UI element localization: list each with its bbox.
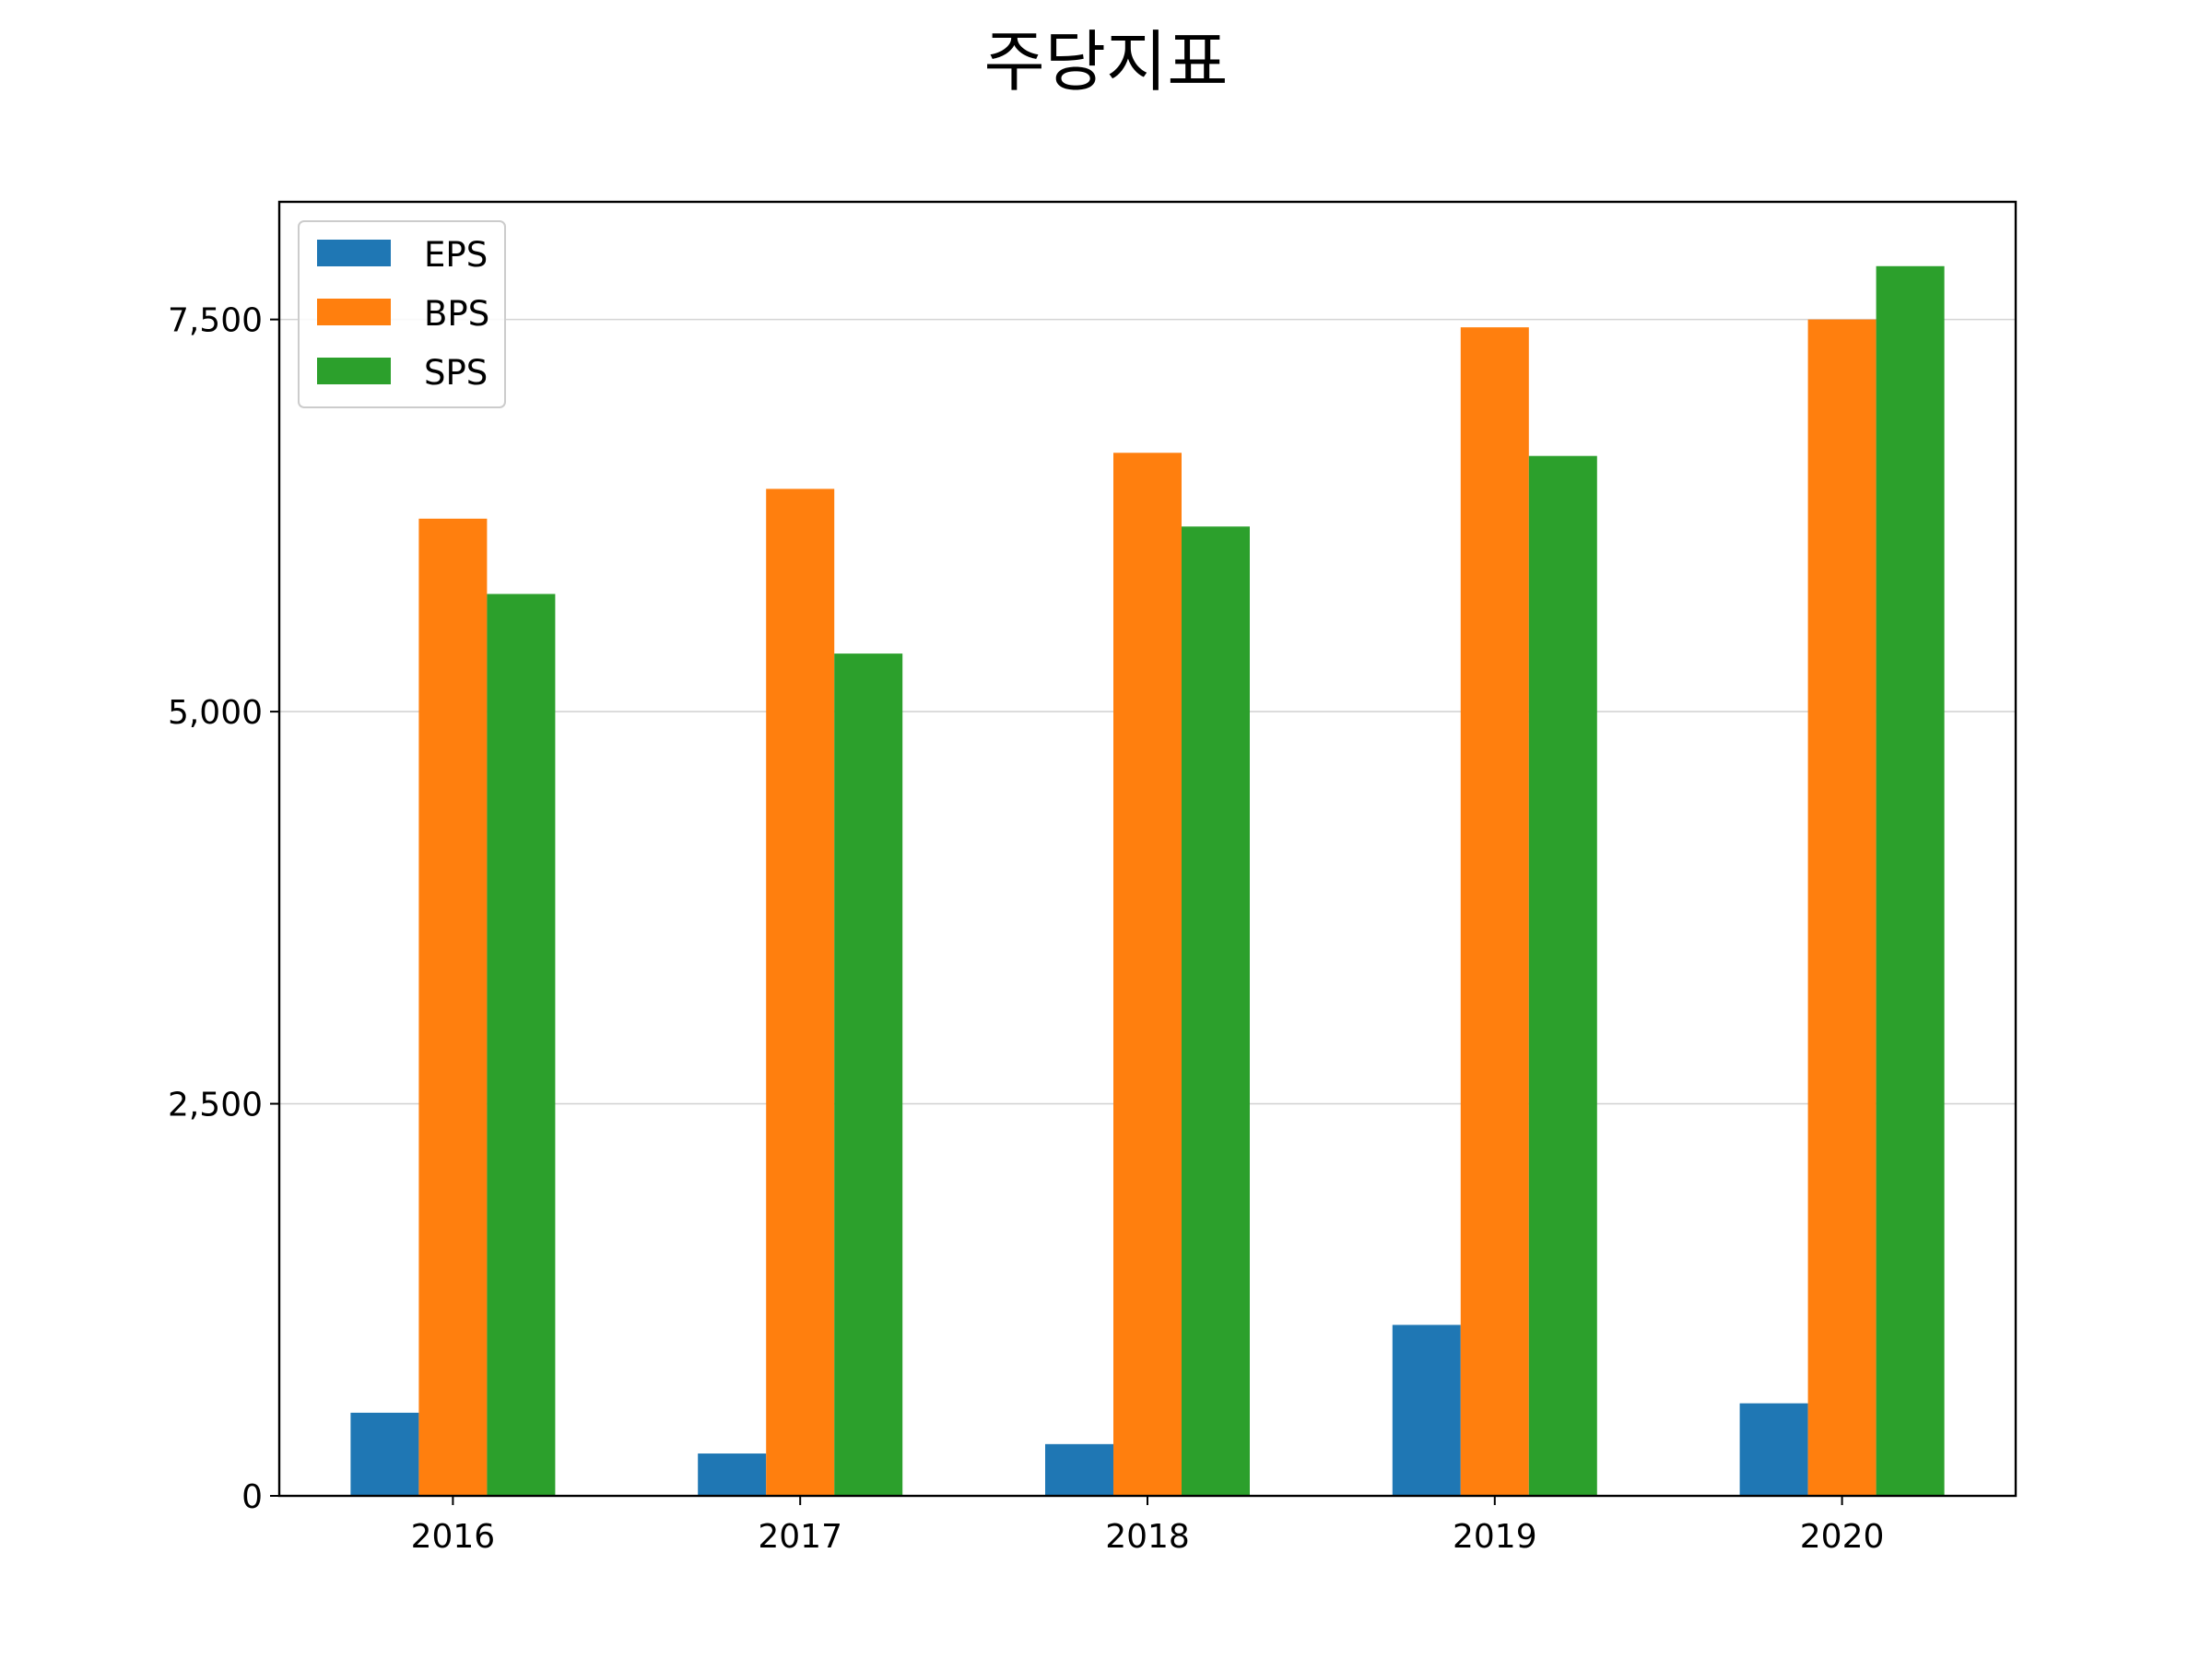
legend-label-bps: BPS (424, 294, 489, 334)
legend: EPS BPS SPS (298, 220, 506, 408)
bar-sps-2018 (1182, 526, 1250, 1496)
y-tick-label-3: 7,500 (168, 302, 263, 340)
x-tick-label-2019: 2019 (1453, 1518, 1537, 1556)
x-tick-label-2017: 2017 (758, 1518, 842, 1556)
chart-title: 주당지표 (984, 23, 1229, 100)
bar-eps-2017 (698, 1453, 767, 1496)
axes: 0 2,500 5,000 7,500 2016 2017 2018 2019 2020 (168, 200, 2018, 1556)
bar-eps-2016 (350, 1412, 419, 1496)
bar-bps-2019 (1460, 327, 1529, 1496)
bar-bps-2018 (1113, 453, 1182, 1497)
y-tick-label-0: 0 (241, 1478, 263, 1516)
bar-eps-2018 (1045, 1443, 1113, 1496)
x-tick-label-2018: 2018 (1105, 1518, 1190, 1556)
bar-bps-2016 (418, 518, 488, 1496)
bars (350, 265, 1945, 1497)
y-tick-label-2: 5,000 (168, 694, 263, 732)
bar-bps-2017 (766, 488, 835, 1496)
legend-label-eps: EPS (424, 235, 488, 275)
bar-sps-2017 (834, 653, 903, 1496)
bar-eps-2020 (1739, 1403, 1808, 1496)
bar-eps-2019 (1392, 1324, 1461, 1496)
bar-sps-2019 (1528, 455, 1597, 1496)
legend-swatch-eps (317, 240, 391, 266)
legend-swatch-bps (317, 299, 391, 325)
x-tick-label-2016: 2016 (411, 1518, 496, 1556)
legend-label-sps: SPS (424, 353, 488, 393)
legend-swatch-sps (317, 358, 391, 384)
bar-sps-2016 (487, 594, 556, 1496)
y-tick-label-1: 2,500 (168, 1087, 263, 1124)
x-tick-label-2020: 2020 (1800, 1518, 1885, 1556)
bar-sps-2020 (1876, 265, 1945, 1496)
bar-bps-2020 (1807, 319, 1877, 1496)
